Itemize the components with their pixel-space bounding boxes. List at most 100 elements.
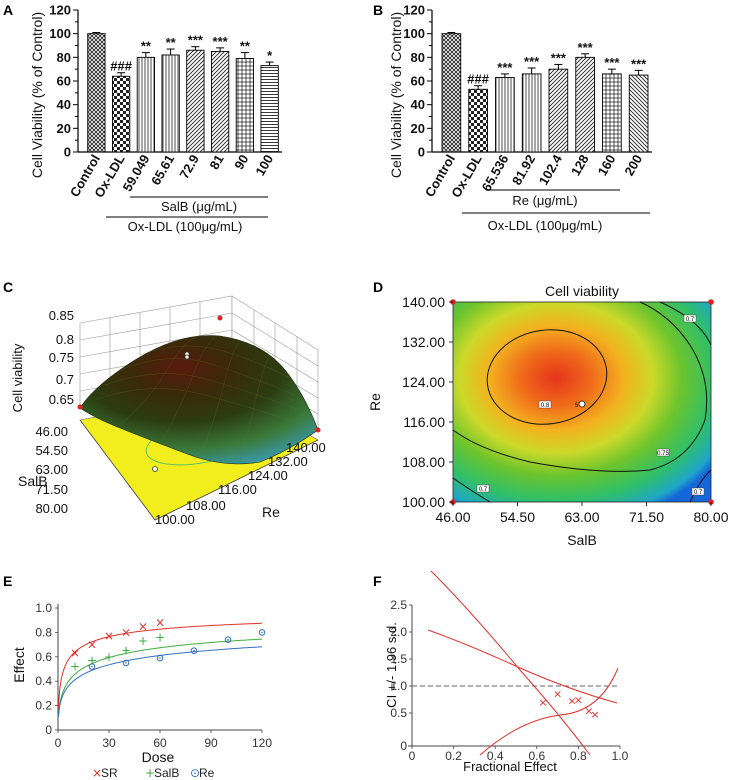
x-tick-label: 128 (568, 152, 592, 178)
x-tick-label: 0.6 (528, 749, 545, 763)
point-salb: + (138, 634, 148, 648)
point-re-dot (261, 631, 263, 634)
point-sr: × (138, 619, 148, 633)
ci-point: × (568, 695, 577, 708)
chart-e-legend: ×SR +SalB ⊙Re (92, 766, 215, 780)
bar (186, 49, 205, 153)
design-point (708, 299, 714, 305)
bar (235, 58, 254, 153)
x-tick-label: 90 (204, 736, 218, 750)
fit-curve-sr (57, 622, 262, 710)
x-tick-label: 65.61 (148, 152, 177, 188)
point-re (122, 659, 130, 667)
re-tick-label: 140.00 (286, 440, 326, 455)
y-tick-label: 116.00 (403, 414, 445, 430)
contour-line-0.75 (452, 301, 708, 472)
ci-point: × (590, 708, 599, 721)
panel-letter-f: F (373, 573, 382, 589)
z-tick-label: 0.8 (56, 332, 74, 347)
point-sr: × (155, 616, 165, 630)
point-sr: × (70, 646, 80, 660)
y-tick-label: 0 (400, 739, 407, 753)
x-tick-label: 0.2 (445, 749, 462, 763)
significance-marker: *** (497, 60, 513, 75)
x-tick-label: 46.00 (435, 509, 470, 525)
y-tick-label: 100.00 (402, 494, 445, 510)
legend-label-sr: SR (101, 766, 118, 780)
ci-lower-bound (479, 667, 619, 756)
ci-upper-bound (430, 570, 591, 756)
point-re-dot (125, 662, 127, 664)
significance-marker: *** (578, 40, 594, 55)
x-tick-label: 30 (102, 736, 116, 750)
panel-letter-e: E (3, 573, 12, 589)
y-tick-label: 124.00 (402, 374, 445, 390)
bar (468, 88, 488, 153)
y-tick-label: 60 (411, 74, 425, 89)
dose-effect-chart-e: 00.20.40.60.81.00 30 60 90 120 ××× × × ×+ + + ++ + … (11, 601, 272, 780)
bar (87, 33, 106, 153)
contour-label: 0.7 (686, 317, 695, 323)
point-salb: + (87, 653, 97, 667)
y-tick-label: 60 (57, 74, 71, 89)
x-tick-label: 1.0 (612, 749, 629, 763)
point-salb: + (104, 650, 114, 664)
x-tick-label: 60 (153, 736, 167, 750)
legend-marker-sr: × (92, 766, 102, 780)
chart-b-group-label-inner: Re (μg/mL) (512, 193, 577, 208)
point-sr: × (87, 638, 97, 652)
re-tick-label: 108.00 (186, 498, 226, 513)
y-tick-label: 132.00 (402, 334, 445, 350)
contour-line-0.7 (689, 469, 712, 503)
bar (161, 54, 180, 153)
legend-label-re: Re (199, 766, 215, 780)
panel-letter-b: B (373, 2, 383, 18)
y-tick-label: 2.0 (390, 625, 407, 639)
bar-chart-a: Cell Viability (% of Control) 0 20 40 60 80 1… (29, 3, 282, 234)
significance-marker: * (267, 48, 273, 63)
chart-d-title: Cell viability (545, 283, 619, 299)
bar (112, 75, 131, 153)
y-tick-label: 1.0 (35, 601, 52, 615)
significance-marker: *** (631, 56, 647, 71)
x-tick-label: 72.9 (176, 152, 202, 181)
y-tick-label: 40 (411, 97, 425, 112)
ci-point: × (584, 704, 593, 717)
bar (441, 33, 462, 153)
z-tick-label: 0.75 (49, 350, 74, 365)
point-re (224, 636, 232, 644)
significance-marker: ** (166, 35, 177, 50)
x-tick-label: 54.50 (500, 509, 535, 525)
chart-d-xlabel: SalB (567, 532, 597, 548)
surface-plot-c: 0.85 0.8 0.75 0.7 0.65 Cell viability 46… (10, 295, 326, 527)
bar (495, 76, 515, 153)
y-tick-label: 80 (411, 50, 425, 65)
bar (628, 74, 649, 153)
chart-e-ylabel: Effect (11, 647, 27, 683)
significance-marker: *** (604, 55, 620, 70)
contour-label: 0.8 (541, 403, 550, 409)
chart-f-ylabel: CI +/- 1.96 s.d. (384, 622, 399, 708)
point-salb: + (70, 660, 80, 674)
bar (211, 50, 230, 153)
point-re (156, 654, 164, 662)
significance-marker: *** (188, 33, 204, 48)
y-tick-label: 1.0 (390, 679, 407, 693)
contour-line-0.7 (452, 477, 491, 503)
design-point (152, 466, 158, 472)
y-tick-label: 20 (57, 121, 71, 136)
point-re (190, 647, 198, 655)
ci-estimate-curve (427, 629, 618, 704)
re-axis-line (154, 439, 319, 521)
contour-label: 0.75 (657, 451, 669, 457)
contour-label: 0.7 (694, 490, 703, 496)
x-tick-label: 65.536 (479, 152, 512, 194)
re-tick-label: 100.00 (155, 512, 195, 527)
significance-marker: *** (551, 50, 567, 65)
center-point (184, 354, 190, 360)
chart-a-ylabel: Cell Viability (% of Control) (29, 12, 45, 178)
chart-d-ylabel: Re (367, 393, 383, 411)
chart-a-group-label-outer: Ox-LDL (100μg/mL) (128, 219, 243, 234)
re-tick-label: 116.00 (218, 482, 257, 497)
